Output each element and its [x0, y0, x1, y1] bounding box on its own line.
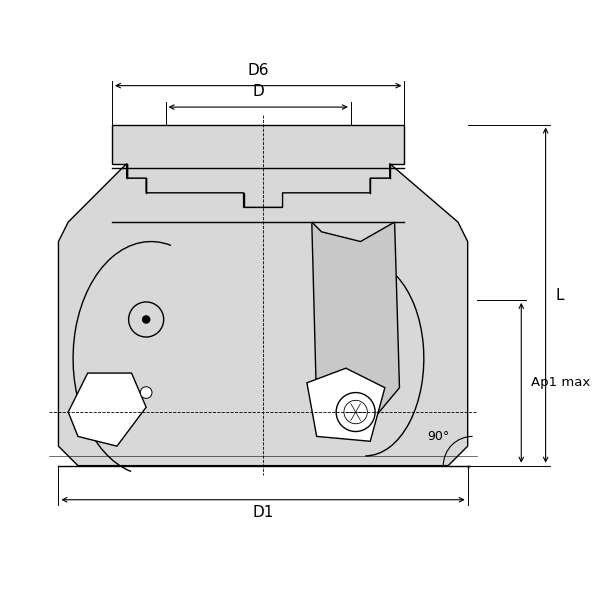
Text: L: L — [556, 287, 564, 302]
Circle shape — [142, 316, 150, 323]
Text: D: D — [253, 84, 264, 99]
Polygon shape — [307, 368, 385, 441]
Polygon shape — [58, 164, 467, 466]
Polygon shape — [312, 222, 400, 436]
Polygon shape — [68, 373, 146, 446]
Polygon shape — [112, 125, 404, 208]
Text: D6: D6 — [247, 63, 269, 78]
Text: 90°: 90° — [427, 430, 449, 443]
Text: Ap1 max: Ap1 max — [531, 376, 590, 389]
Text: D1: D1 — [253, 505, 274, 520]
Circle shape — [140, 387, 152, 398]
